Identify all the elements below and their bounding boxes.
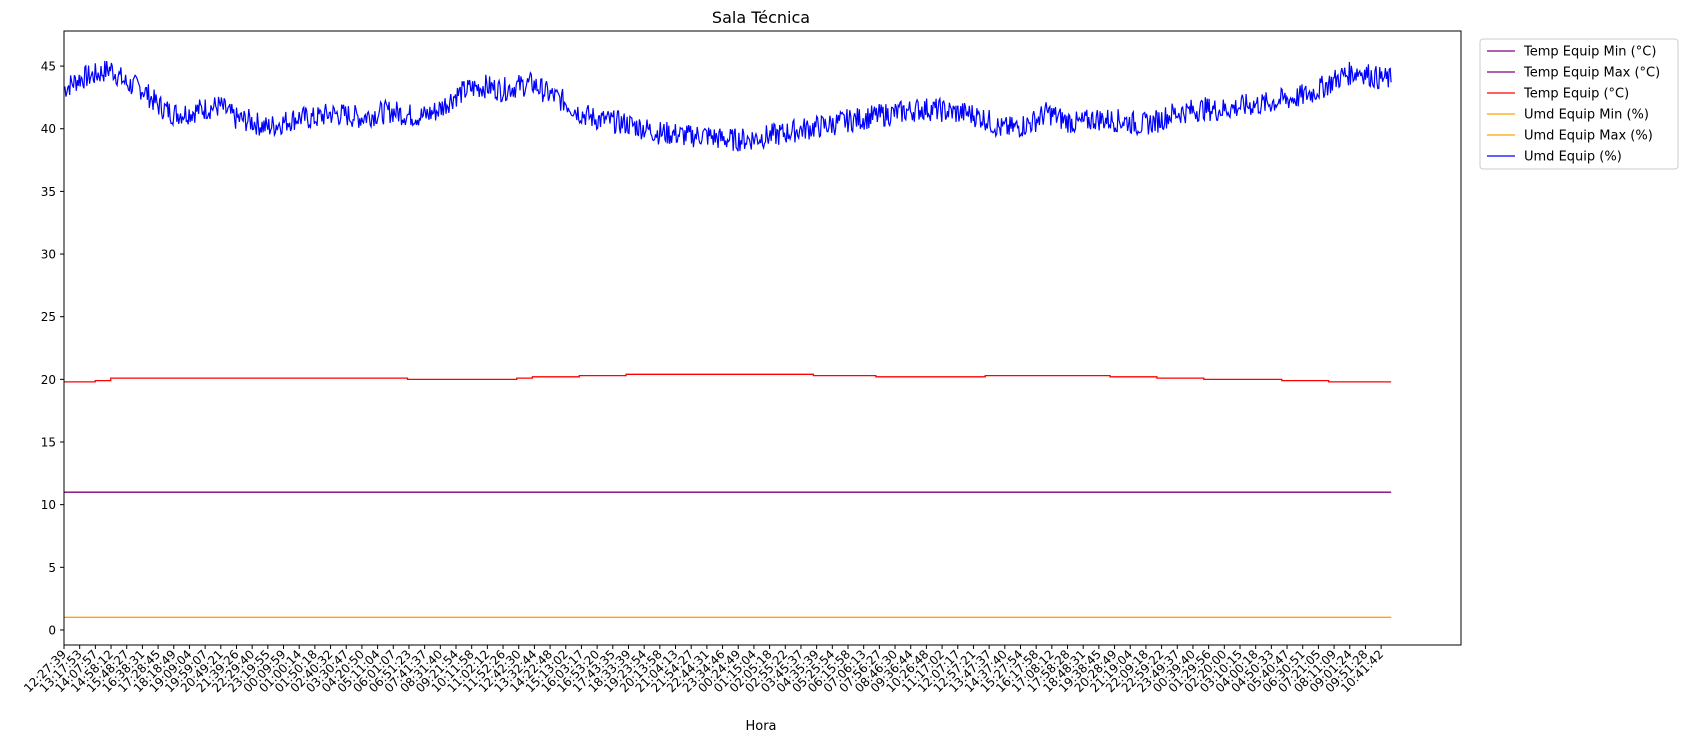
- y-tick-label: 5: [48, 561, 56, 575]
- y-tick-label: 10: [41, 498, 56, 512]
- x-axis-label: Hora: [745, 719, 776, 734]
- y-tick-label: 15: [41, 436, 56, 450]
- plot-frame: [63, 30, 1462, 646]
- y-tick-label: 0: [48, 623, 56, 637]
- y-tick-label: 35: [41, 185, 56, 199]
- y-tick-label: 40: [41, 122, 56, 136]
- y-tick-label: 20: [41, 373, 56, 387]
- legend-label: Umd Equip Min (%): [1524, 108, 1649, 123]
- y-tick-label: 30: [41, 248, 56, 262]
- legend-label: Temp Equip Max (°C): [1523, 66, 1660, 81]
- x-axis: 12:27:3913:17:5314:07:5714:58:1215:48:27…: [21, 645, 1386, 695]
- series-line: [64, 373, 1392, 383]
- legend: Temp Equip Min (°C) Temp Equip Max (°C) Te…: [1479, 38, 1679, 170]
- legend-items: Temp Equip Min (°C) Temp Equip Max (°C) Te…: [1487, 45, 1660, 165]
- legend-label: Umd Equip Max (%): [1524, 129, 1653, 144]
- series-line: [63, 60, 1392, 152]
- y-tick-label: 25: [41, 310, 56, 324]
- legend-label: Umd Equip (%): [1524, 150, 1622, 165]
- y-tick-label: 45: [41, 60, 56, 74]
- y-axis: 0 5 10 15 20 25 30 35 40 45: [41, 60, 64, 637]
- plot-lines: [63, 60, 1392, 619]
- legend-frame: [1479, 38, 1679, 170]
- chart-title: Sala Técnica: [712, 8, 810, 27]
- legend-label: Temp Equip (°C): [1523, 87, 1629, 102]
- legend-label: Temp Equip Min (°C): [1523, 45, 1656, 60]
